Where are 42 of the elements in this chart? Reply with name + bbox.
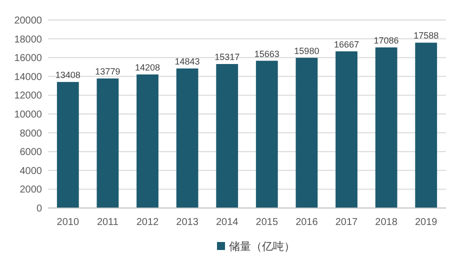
bar [375, 47, 398, 208]
bar [96, 78, 119, 208]
legend-label: 储量（亿吨） [229, 240, 295, 253]
y-tick-label: 16000 [14, 53, 42, 64]
data-label: 14208 [134, 62, 160, 72]
bar [216, 64, 238, 208]
bar [415, 42, 438, 208]
y-tick-label: 14000 [14, 72, 42, 83]
x-tick-label: 2019 [414, 217, 438, 228]
x-tick-label: 2011 [96, 217, 119, 228]
bar [136, 74, 158, 208]
y-tick-label: 2000 [20, 184, 42, 196]
bar [56, 82, 79, 208]
y-tick-label: 8000 [20, 128, 42, 140]
data-label: 17086 [374, 35, 399, 46]
y-tick-label: 12000 [14, 90, 42, 102]
y-tick-label: 4000 [20, 166, 42, 177]
data-label: 15317 [214, 52, 240, 62]
bar [336, 51, 358, 208]
y-tick-label: 20000 [14, 16, 42, 26]
data-label: 17588 [414, 30, 439, 41]
x-tick-label: 2013 [176, 217, 199, 228]
y-tick-label: 18000 [14, 34, 42, 46]
x-tick-label: 2018 [375, 217, 398, 228]
y-tick-label: 0 [36, 204, 42, 214]
bar [176, 68, 198, 208]
bar [256, 60, 278, 208]
y-tick-label: 6000 [20, 147, 42, 158]
data-label: 13408 [55, 70, 80, 80]
y-tick-label: 10000 [14, 110, 42, 120]
x-tick-label: 2017 [335, 217, 358, 228]
x-tick-label: 2010 [56, 217, 80, 228]
data-label: 14843 [174, 56, 200, 66]
data-label: 13779 [95, 66, 120, 76]
x-tick-label: 2012 [136, 217, 160, 228]
data-label: 16667 [334, 39, 360, 50]
data-label: 15980 [294, 46, 320, 56]
x-tick-label: 2015 [256, 217, 278, 228]
x-tick-label: 2014 [216, 217, 239, 228]
bar [296, 58, 318, 208]
data-label: 15663 [254, 48, 280, 59]
x-tick-label: 2016 [296, 217, 318, 228]
